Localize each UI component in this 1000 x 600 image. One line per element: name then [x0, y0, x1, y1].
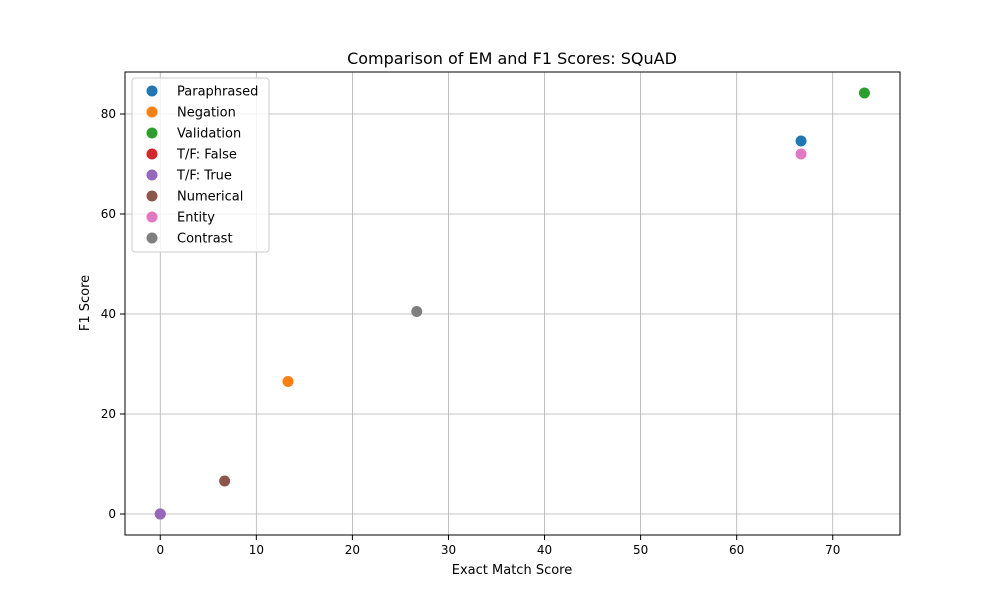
x-tick-label: 30	[441, 543, 456, 557]
legend-label: Contrast	[177, 232, 233, 247]
y-tick-label: 60	[101, 207, 116, 221]
legend-marker	[146, 232, 158, 244]
x-tick-label: 0	[156, 543, 164, 557]
y-axis-ticks: 0 20 40 60 80	[101, 107, 125, 521]
x-tick-label: 40	[537, 543, 552, 557]
data-point	[858, 87, 870, 99]
data-point	[411, 306, 423, 317]
legend-marker	[146, 211, 158, 223]
x-tick-label: 70	[825, 543, 840, 557]
x-tick-label: 60	[729, 543, 744, 557]
legend-label: Entity	[177, 211, 215, 226]
x-axis-label: Exact Match Score	[452, 563, 572, 578]
legend-marker	[146, 85, 158, 97]
x-tick-label: 50	[633, 543, 648, 557]
legend-marker	[146, 190, 158, 202]
plot-frame	[124, 71, 901, 536]
data-point	[282, 376, 294, 387]
y-tick-label: 80	[101, 107, 116, 121]
data-point	[795, 135, 807, 147]
legend-label: Paraphrased	[177, 85, 258, 100]
legend-label: Validation	[177, 127, 241, 142]
data-point	[795, 148, 807, 160]
legend-marker	[146, 148, 158, 160]
legend-label: T/F: True	[176, 169, 232, 184]
y-tick-label: 40	[101, 307, 116, 321]
legend-marker	[146, 127, 158, 139]
x-tick-label: 20	[345, 543, 360, 557]
y-tick-label: 0	[108, 507, 116, 521]
x-tick-label: 10	[249, 543, 264, 557]
data-point	[154, 508, 166, 520]
legend-marker	[146, 106, 158, 118]
legend-marker	[146, 169, 158, 181]
x-axis-ticks: 0 10 20 30 40 50 60 70	[156, 535, 840, 557]
legend-label: T/F: False	[176, 148, 237, 163]
legend: Paraphrased Negation Validation T/F: False T…	[131, 77, 270, 253]
chart-title: Comparison of EM and F1 Scores: SQuAD	[347, 49, 677, 68]
y-tick-label: 20	[101, 407, 116, 421]
legend-label: Numerical	[177, 190, 243, 205]
data-points	[154, 87, 870, 520]
data-point	[219, 475, 231, 487]
legend-label: Negation	[177, 106, 236, 121]
legend-box	[131, 77, 270, 253]
y-axis-label: F1 Score	[78, 275, 93, 331]
